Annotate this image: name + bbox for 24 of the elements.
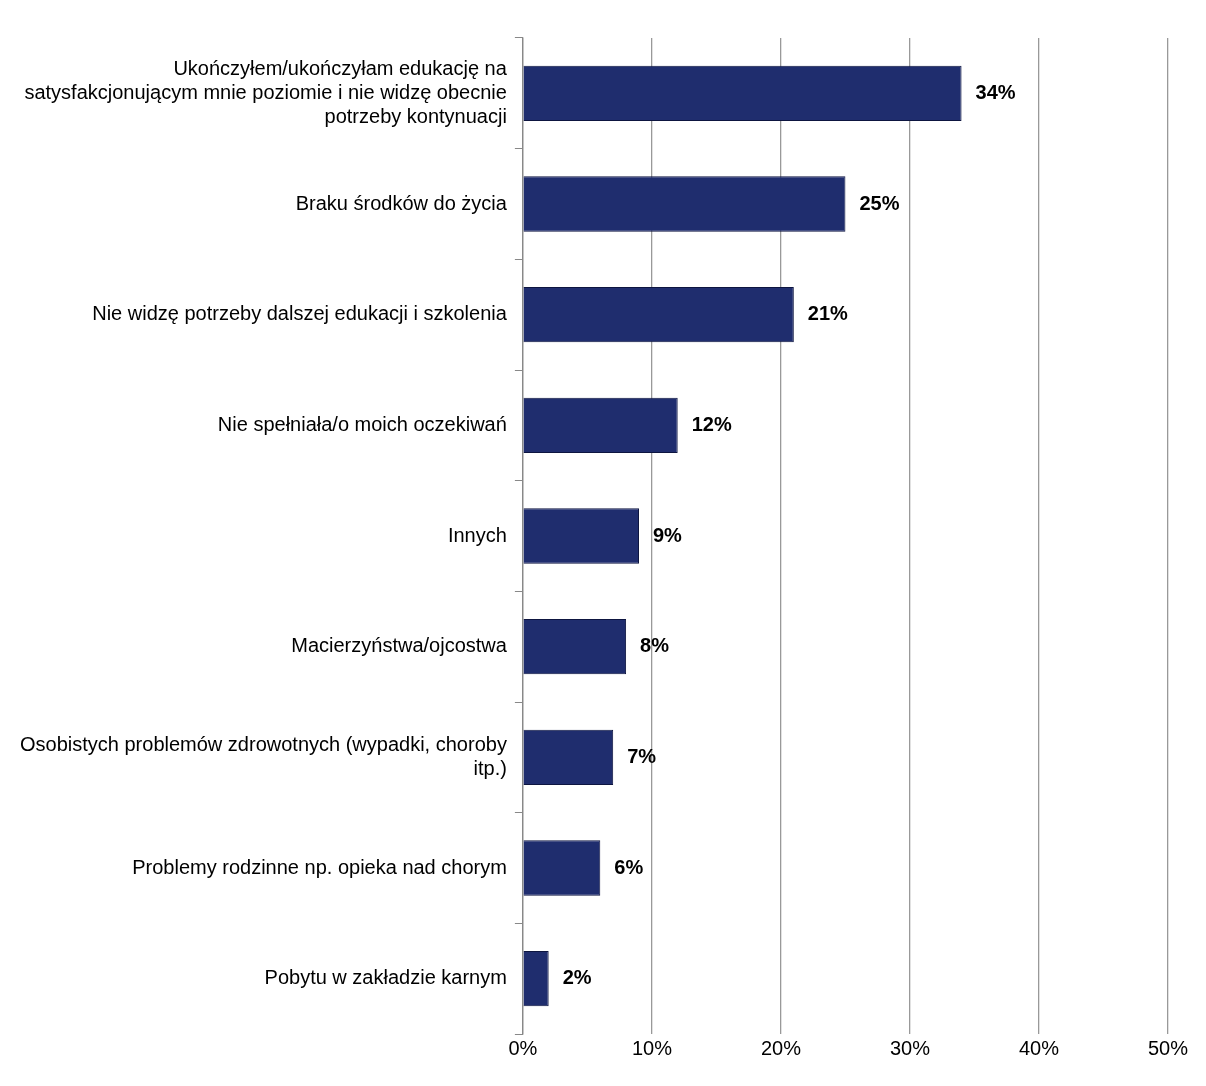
x-tick-label: 40%: [1018, 1036, 1060, 1059]
data-label: 9%: [653, 523, 683, 546]
y-tick-label: Ukończyłem/ukończyłam edukację na satysfakcjonującym mnie poziomie i nie widzę obecnie potrzeby kontynuacji: [24, 56, 508, 127]
y-tick-label: Nie widzę potrzeby dalszej edukacji i szkolenia: [92, 302, 508, 325]
data-label: 21%: [807, 302, 849, 325]
y-tick-label: Innych: [447, 523, 507, 546]
x-tick-label: 30%: [889, 1036, 931, 1059]
y-tick-label: Braku środków do życia: [295, 191, 508, 214]
y-tick-label: Pobytu w zakładzie karnym: [264, 966, 507, 989]
y-tick-label: Osobistych problemów zdrowotnych (wypadki, choroby itp.): [20, 732, 507, 779]
data-label: 6%: [614, 855, 644, 878]
data-label: 2%: [562, 966, 592, 989]
data-label: 8%: [640, 634, 670, 657]
data-label: 7%: [627, 744, 657, 767]
x-tick-label: 10%: [631, 1036, 673, 1059]
x-tick-label: 50%: [1147, 1036, 1189, 1059]
data-label: 25%: [859, 191, 900, 214]
y-tick-label: Macierzyństwa/ojcostwa: [291, 634, 508, 657]
data-label: 12%: [691, 412, 732, 435]
data-label: 34%: [975, 80, 1016, 103]
x-tick-label: 20%: [760, 1036, 802, 1059]
y-tick-label: Nie spełniała/o moich oczekiwań: [217, 412, 507, 435]
x-tick-label: 0%: [508, 1036, 538, 1059]
y-tick-label: Problemy rodzinne np. opieka nad chorym: [132, 855, 507, 878]
